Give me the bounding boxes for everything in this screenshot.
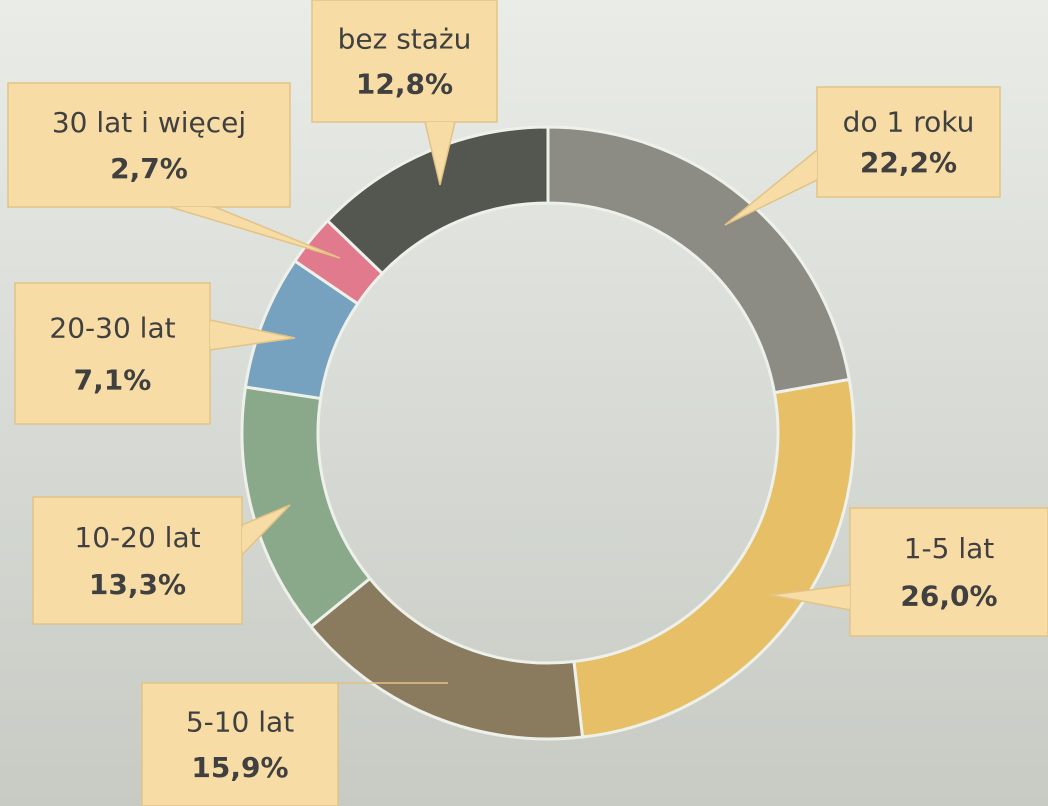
callout-box — [14, 282, 211, 425]
callout-joint — [170, 207, 215, 210]
callout-joint — [242, 525, 245, 555]
callout-joint — [425, 122, 455, 126]
callout-joint — [210, 320, 215, 350]
value-label: 26,0% — [900, 580, 997, 613]
callout-box — [311, 0, 498, 123]
category-label: 5-10 lat — [186, 706, 294, 739]
category-label: bez stażu — [338, 22, 472, 55]
donut-segment — [572, 377, 856, 739]
callout-joint — [812, 150, 817, 180]
value-label: 15,9% — [191, 751, 288, 784]
callout-box — [849, 507, 1048, 637]
value-label: 2,7% — [110, 152, 188, 185]
callout-box — [7, 82, 291, 208]
value-label: 7,1% — [74, 364, 152, 397]
category-label: 30 lat i więcej — [52, 106, 246, 139]
callout-joint — [846, 585, 850, 610]
category-label: 1-5 lat — [904, 532, 995, 565]
category-label: 20-30 lat — [49, 312, 175, 345]
category-label: do 1 roku — [843, 105, 975, 138]
donut-segment — [325, 125, 550, 276]
value-label: 13,3% — [89, 568, 186, 601]
callout-box — [141, 682, 339, 806]
value-label: 12,8% — [356, 67, 453, 100]
category-label: 10-20 lat — [74, 521, 200, 554]
callout-box — [816, 86, 1001, 198]
callout-box — [32, 496, 243, 625]
value-label: 22,2% — [860, 146, 957, 179]
